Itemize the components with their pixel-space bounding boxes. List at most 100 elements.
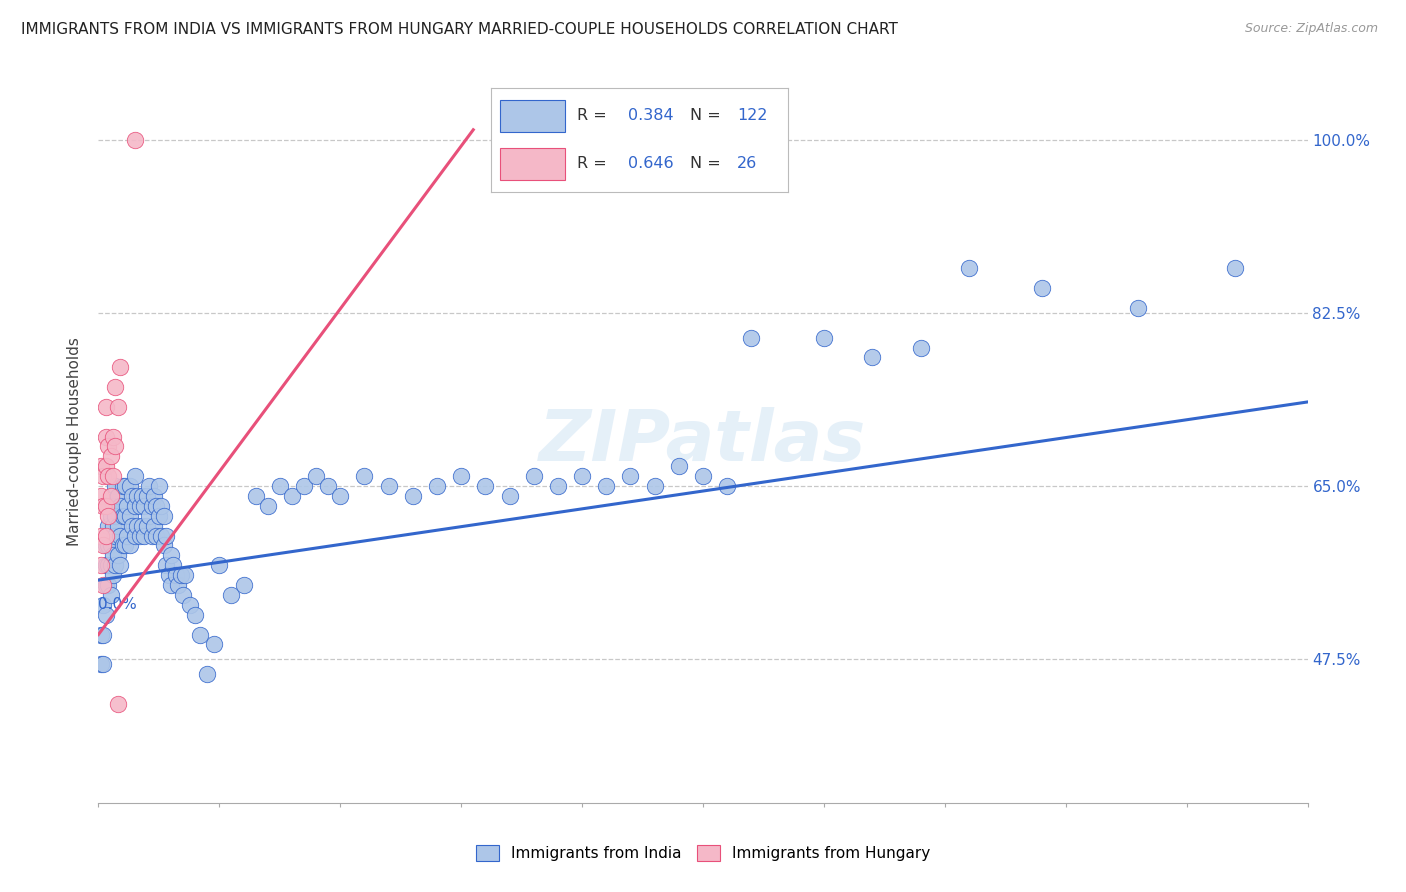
Point bbox=[523, 469, 546, 483]
Point bbox=[90, 489, 112, 503]
Point bbox=[221, 588, 243, 602]
Point bbox=[256, 499, 278, 513]
Point bbox=[692, 469, 714, 483]
Point bbox=[172, 588, 194, 602]
Point bbox=[100, 489, 122, 503]
Point bbox=[157, 568, 180, 582]
Point bbox=[111, 479, 134, 493]
Point bbox=[118, 508, 141, 523]
Point bbox=[114, 479, 136, 493]
Point bbox=[97, 440, 120, 454]
Point bbox=[94, 558, 117, 573]
Point bbox=[595, 479, 617, 493]
Point bbox=[402, 489, 425, 503]
Point bbox=[128, 499, 150, 513]
Point bbox=[204, 637, 226, 651]
Point bbox=[91, 627, 114, 641]
Point bbox=[91, 598, 114, 612]
Text: ZIPatlas: ZIPatlas bbox=[540, 407, 866, 476]
Point bbox=[498, 489, 520, 503]
Point bbox=[104, 508, 127, 523]
Point bbox=[547, 479, 569, 493]
Point bbox=[124, 133, 146, 147]
Point bbox=[101, 568, 124, 582]
Point bbox=[94, 499, 117, 513]
Point bbox=[195, 667, 218, 681]
Point bbox=[107, 518, 129, 533]
Point bbox=[100, 450, 122, 464]
Point bbox=[813, 330, 835, 344]
Point bbox=[101, 499, 124, 513]
Point bbox=[305, 469, 328, 483]
Point bbox=[124, 469, 146, 483]
Point bbox=[124, 499, 146, 513]
Point bbox=[104, 440, 127, 454]
Point bbox=[118, 479, 141, 493]
Point bbox=[90, 459, 112, 474]
Point bbox=[188, 627, 211, 641]
Point bbox=[162, 558, 184, 573]
Point bbox=[619, 469, 641, 483]
Point bbox=[208, 558, 231, 573]
Point bbox=[426, 479, 449, 493]
Point bbox=[152, 508, 174, 523]
Point bbox=[104, 558, 127, 573]
Point bbox=[94, 578, 117, 592]
Point bbox=[107, 697, 129, 711]
Point bbox=[1223, 261, 1246, 276]
Point bbox=[131, 518, 153, 533]
Point bbox=[148, 479, 170, 493]
Point bbox=[97, 469, 120, 483]
Point bbox=[101, 429, 124, 443]
Point bbox=[131, 489, 153, 503]
Point bbox=[121, 489, 143, 503]
Text: Source: ZipAtlas.com: Source: ZipAtlas.com bbox=[1244, 22, 1378, 36]
Point bbox=[281, 489, 304, 503]
Point bbox=[114, 508, 136, 523]
Point bbox=[150, 499, 173, 513]
Point bbox=[94, 528, 117, 542]
Point bbox=[292, 479, 315, 493]
Text: 0.0%: 0.0% bbox=[98, 597, 138, 612]
Point bbox=[377, 479, 399, 493]
Point bbox=[474, 479, 496, 493]
Point bbox=[107, 489, 129, 503]
Point bbox=[353, 469, 375, 483]
Point bbox=[104, 528, 127, 542]
Point bbox=[329, 489, 352, 503]
Point bbox=[127, 518, 149, 533]
Point bbox=[90, 657, 112, 672]
Point bbox=[160, 578, 183, 592]
Point bbox=[134, 528, 156, 542]
Point bbox=[245, 489, 267, 503]
Point bbox=[138, 479, 160, 493]
Point bbox=[104, 479, 127, 493]
Point bbox=[148, 508, 170, 523]
Point bbox=[134, 499, 156, 513]
Point bbox=[152, 539, 174, 553]
Legend: Immigrants from India, Immigrants from Hungary: Immigrants from India, Immigrants from H… bbox=[470, 839, 936, 867]
Point bbox=[740, 330, 762, 344]
Point bbox=[184, 607, 207, 622]
Point bbox=[111, 539, 134, 553]
Point bbox=[108, 528, 131, 542]
Point bbox=[90, 558, 112, 573]
Point bbox=[94, 539, 117, 553]
Point bbox=[860, 351, 883, 365]
Point bbox=[957, 261, 980, 276]
Point bbox=[91, 499, 114, 513]
Point bbox=[90, 627, 112, 641]
Point bbox=[101, 518, 124, 533]
Point bbox=[910, 341, 932, 355]
Y-axis label: Married-couple Households: Married-couple Households bbox=[67, 337, 83, 546]
Point bbox=[1031, 281, 1053, 295]
Point bbox=[107, 400, 129, 414]
Point bbox=[94, 429, 117, 443]
Point bbox=[108, 499, 131, 513]
Point bbox=[94, 459, 117, 474]
Point bbox=[114, 539, 136, 553]
Point bbox=[108, 360, 131, 375]
Point bbox=[150, 528, 173, 542]
Point bbox=[143, 518, 166, 533]
Point bbox=[571, 469, 593, 483]
